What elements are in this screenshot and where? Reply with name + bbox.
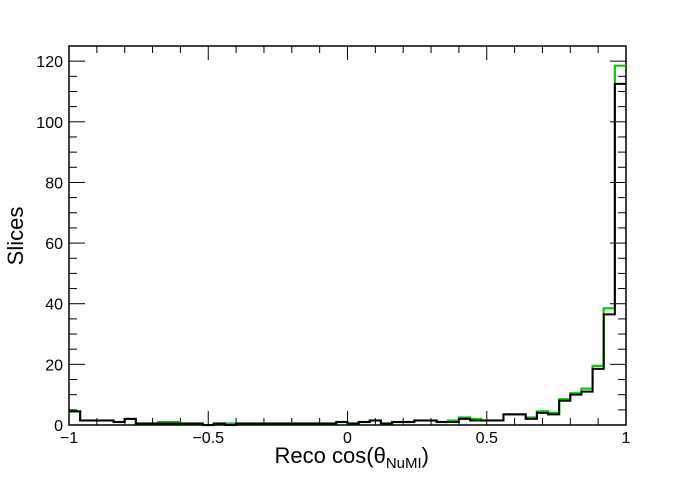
x-axis-title-suffix: ) — [422, 443, 429, 468]
y-tick-label: 100 — [36, 115, 63, 132]
x-axis-title-subscript: NuMI — [386, 455, 422, 472]
y-tick-label: 60 — [45, 236, 63, 253]
y-tick-label: 0 — [54, 418, 63, 435]
axis-ticks — [68, 45, 627, 426]
y-tick-label: 120 — [36, 54, 63, 71]
x-tick-label: 1 — [622, 430, 631, 447]
y-tick-label: 20 — [45, 357, 63, 374]
y-tick-label: 40 — [45, 297, 63, 314]
x-tick-label: −0.5 — [192, 430, 224, 447]
plot-frame — [68, 45, 627, 426]
tick-labels: −1 −0.5 0 0.5 1 0 20 40 60 80 100 120 — [36, 54, 630, 447]
x-axis-title: Reco cos(θNuMI) — [275, 443, 429, 472]
y-tick-label: 80 — [45, 175, 63, 192]
histogram-series-2-line — [69, 82, 626, 426]
y-axis-title: Slices — [3, 207, 28, 266]
x-axis-title-prefix: Reco cos(θ — [275, 443, 386, 468]
x-tick-label: 0 — [343, 430, 352, 447]
x-tick-label: 0.5 — [476, 430, 498, 447]
histogram-series — [69, 64, 626, 427]
x-tick-label: −1 — [60, 430, 78, 447]
histogram-series-1-line — [69, 64, 626, 427]
